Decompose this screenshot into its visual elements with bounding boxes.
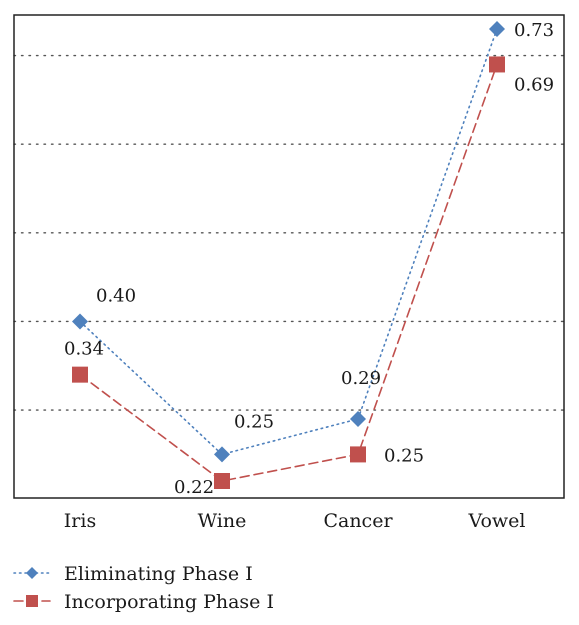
data-label: 0.69 [514,74,554,95]
legend-label: Eliminating Phase I [64,563,253,585]
x-tick-label: Cancer [323,510,393,532]
series-1-point-2 [350,446,366,463]
series-1-point-1 [214,473,230,489]
data-label: 0.29 [341,368,381,389]
data-label: 0.73 [514,20,554,41]
series-0-point-1 [214,446,230,463]
legend-marker-square [26,595,38,607]
series-line-0 [79,28,498,456]
data-label: 0.25 [384,445,424,466]
x-tick-label: Wine [198,510,247,532]
series-0-point-0 [72,313,88,330]
x-axis-tick-labels: Iris Wine Cancer Vowel [64,510,526,532]
series-1-point-3 [489,56,505,73]
data-label: 0.25 [234,411,274,432]
x-tick-label: Iris [64,510,96,532]
legend: Eliminating Phase I Incorporating Phase I [13,563,274,613]
gridlines [13,54,565,411]
legend-label: Incorporating Phase I [64,591,274,613]
data-label: 0.40 [96,285,136,306]
data-labels: 0.40 0.25 0.29 0.73 0.34 0.22 0.25 0.69 [64,20,554,498]
data-label: 0.22 [174,477,214,498]
data-label: 0.34 [64,339,104,360]
x-tick-label: Vowel [468,510,526,532]
series-0-point-2 [350,410,366,427]
series-1-point-0 [72,366,88,383]
plot-area-border [13,14,565,499]
series-0-point-3 [489,21,505,37]
series-line-1 [79,63,498,482]
series-group [72,21,505,489]
legend-marker-diamond [26,567,38,579]
